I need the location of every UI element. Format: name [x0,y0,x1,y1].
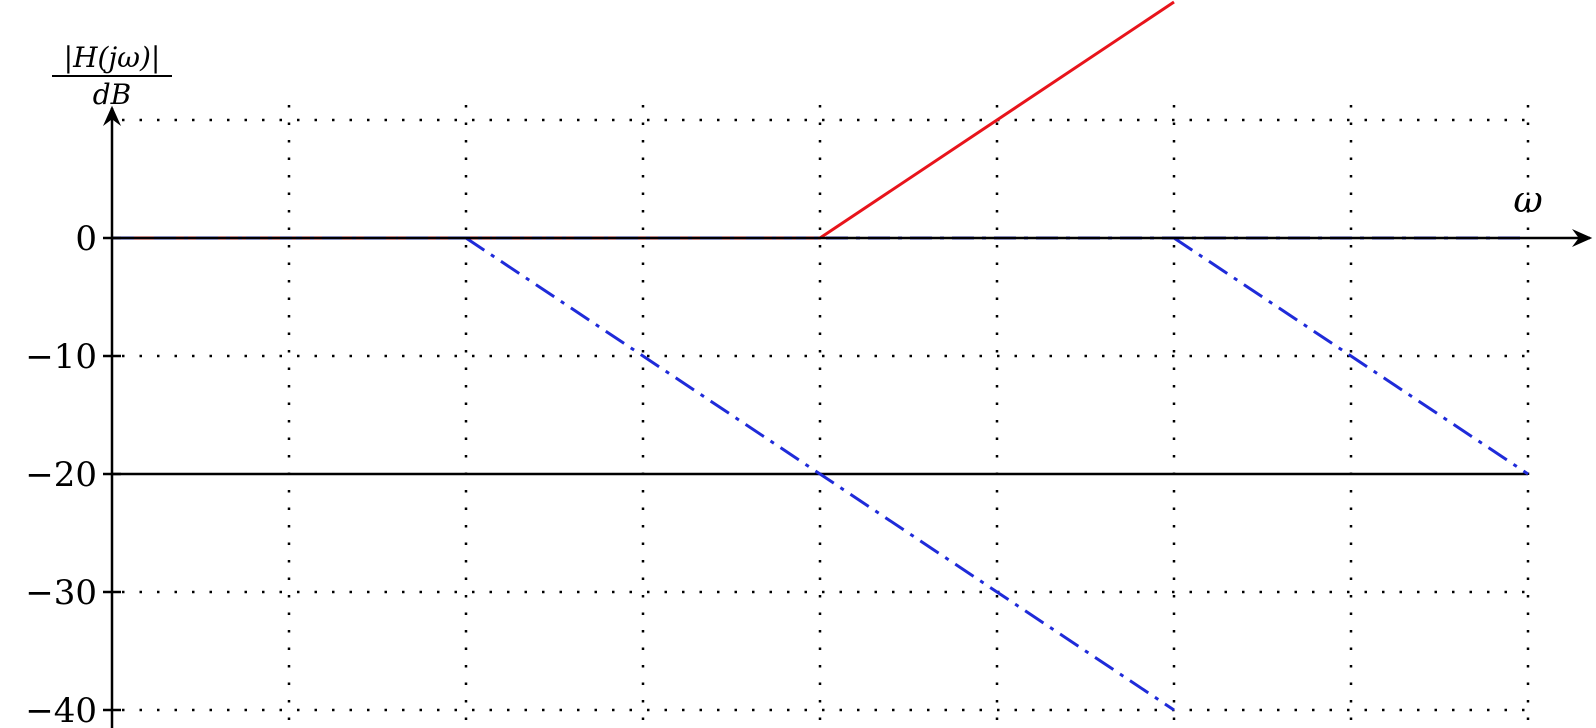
grid [122,105,1533,728]
y-tick-label-2: −20 [25,455,97,495]
series-line-3 [1173,236,1529,476]
x-axis-label: ω [1513,180,1542,221]
y-tick-label-3: −30 [25,573,97,613]
y-tick-label-1: −10 [25,337,97,377]
axes [103,105,1593,728]
series-lines [112,0,1529,712]
y-axis-label-numerator: |H(jω)| [64,41,161,74]
y-tick-label-4: −40 [25,691,97,728]
y-tick-label-0: 0 [75,219,97,259]
y-tick-labels: 0 −10 −20 −30 −40 [25,219,97,728]
y-axis-label-denominator: dB [93,78,132,111]
axis-labels: |H(jω)| dB ω [52,41,1543,221]
series-line-2 [465,236,1175,712]
